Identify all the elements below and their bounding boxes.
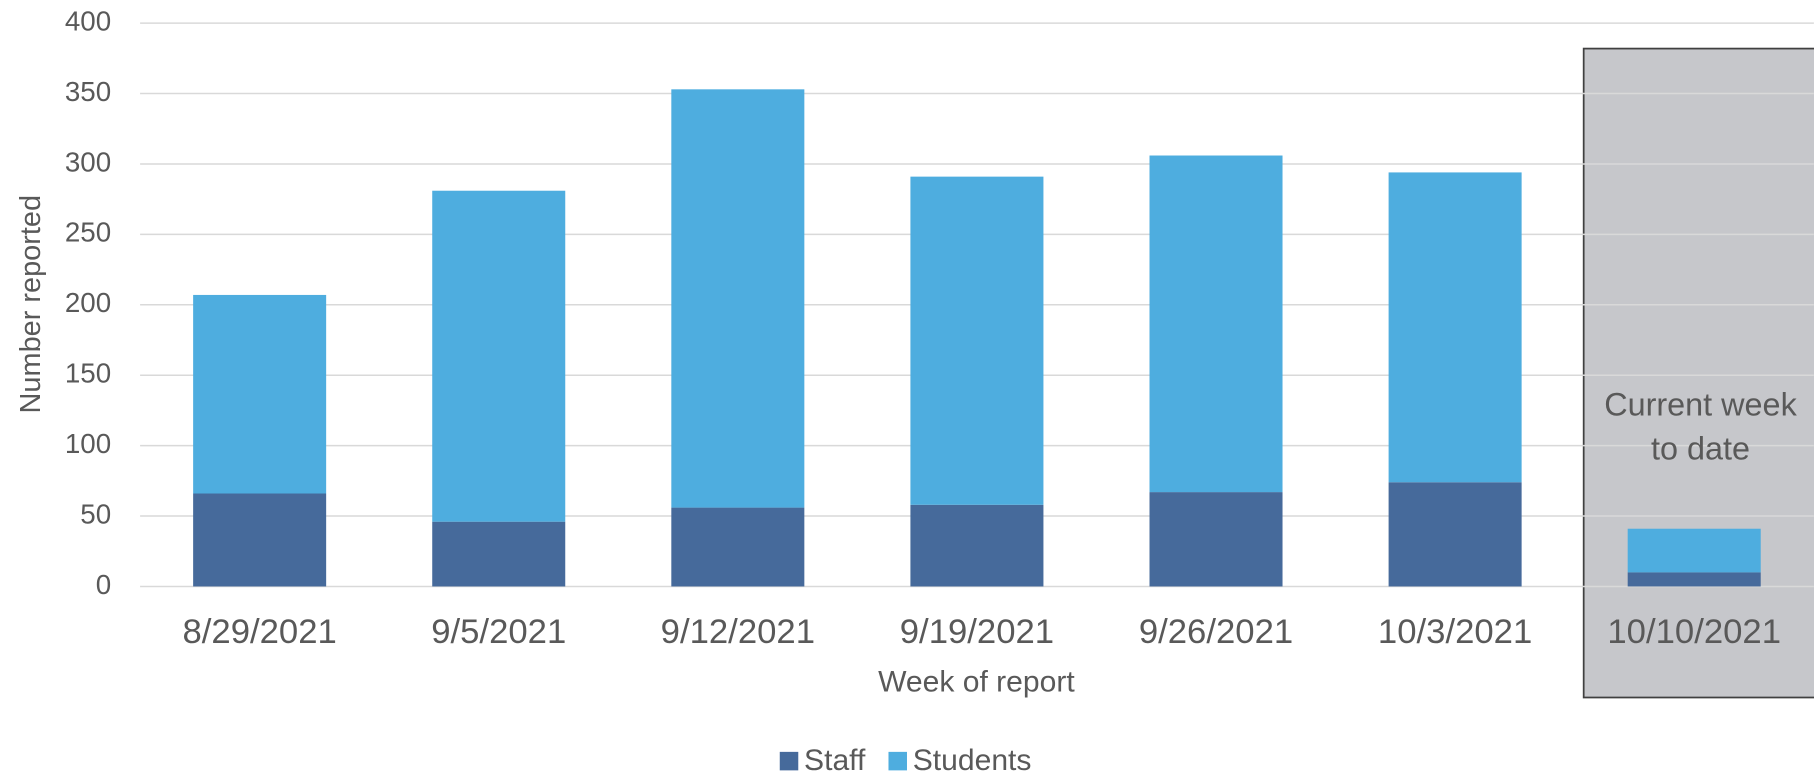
- x-tick-label: 10/3/2021: [1378, 613, 1532, 651]
- annotation: Current week: [1604, 387, 1797, 423]
- bar-segment: [432, 190, 566, 522]
- bar-segment: [1627, 572, 1761, 587]
- y-axis-label: Number reported: [15, 195, 47, 414]
- x-tick-label: 9/19/2021: [900, 613, 1054, 651]
- bar-segment: [1149, 492, 1283, 587]
- bar-segment: [1627, 528, 1761, 573]
- y-tick-label: 300: [65, 146, 111, 177]
- y-tick-label: 0: [96, 569, 111, 600]
- y-tick-label: 350: [65, 76, 111, 107]
- x-tick-label: 9/5/2021: [431, 613, 566, 651]
- bar-segment: [1149, 155, 1283, 493]
- y-tick-label: 250: [65, 217, 111, 248]
- annotation: to date: [1651, 431, 1750, 467]
- x-tick-label: 9/26/2021: [1139, 613, 1293, 651]
- bar-segment: [1388, 172, 1522, 483]
- y-tick-label: 100: [65, 428, 111, 459]
- y-tick-label: 400: [65, 5, 111, 36]
- bar-segment: [671, 507, 805, 587]
- legend-label: Staff: [804, 744, 866, 775]
- y-tick-label: 150: [65, 358, 111, 389]
- bar-segment: [432, 521, 566, 587]
- legend-swatch: [779, 751, 799, 771]
- bar-segment: [193, 294, 327, 494]
- x-axis-label: Week of report: [878, 666, 1075, 699]
- bar-segment: [910, 504, 1044, 587]
- highlight-box: [1582, 47, 1814, 699]
- legend-swatch: [888, 751, 907, 771]
- x-tick-label: 10/10/2021: [1607, 613, 1781, 651]
- bar-segment: [910, 176, 1044, 505]
- legend-label: Students: [913, 744, 1032, 775]
- y-tick-label: 200: [65, 287, 111, 318]
- bar-segment: [193, 493, 327, 587]
- bars: [193, 89, 1761, 587]
- y-tick-label: 50: [80, 498, 111, 529]
- x-tick-label: 9/12/2021: [661, 613, 815, 651]
- bar-segment: [671, 89, 805, 508]
- x-tick-label: 8/29/2021: [182, 613, 336, 651]
- bar-segment: [1388, 482, 1522, 587]
